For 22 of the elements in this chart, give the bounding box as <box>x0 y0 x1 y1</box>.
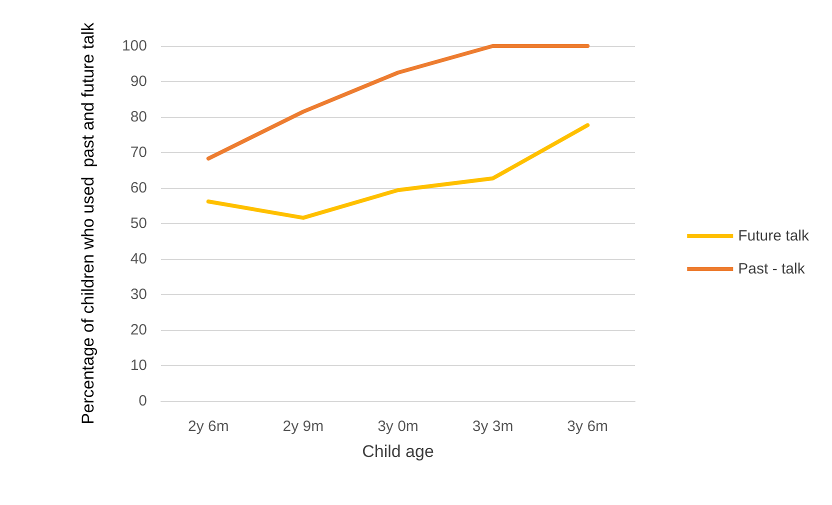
y-tick-label: 100 <box>122 38 147 54</box>
line-series <box>206 123 590 220</box>
y-tick-label: 90 <box>130 73 147 90</box>
y-tick-label: 60 <box>130 180 147 196</box>
x-tick-label: 3y 0m <box>378 418 418 435</box>
y-tick-label: 0 <box>138 392 147 410</box>
legend-label: Future talk <box>738 228 810 244</box>
x-axis-title: Child age <box>362 442 434 461</box>
x-tick-label: 3y 6m <box>567 418 608 435</box>
legend-label: Past - talk <box>738 260 806 278</box>
x-tick-label: 2y 9m <box>282 418 324 435</box>
y-tick-label: 80 <box>130 108 147 126</box>
x-tick-label: 3y 3m <box>472 418 514 435</box>
x-tick-label: 2y 6m <box>188 418 229 435</box>
y-tick-label: 30 <box>130 286 147 303</box>
line-series <box>206 44 590 161</box>
y-tick-label: 40 <box>130 250 147 268</box>
y-tick-label: 10 <box>130 357 147 374</box>
y-tick-label: 20 <box>130 322 147 338</box>
y-tick-label: 70 <box>130 144 147 161</box>
y-tick-label: 50 <box>130 215 147 232</box>
y-axis-title: Percentage of children who used past and future talk <box>78 22 98 424</box>
